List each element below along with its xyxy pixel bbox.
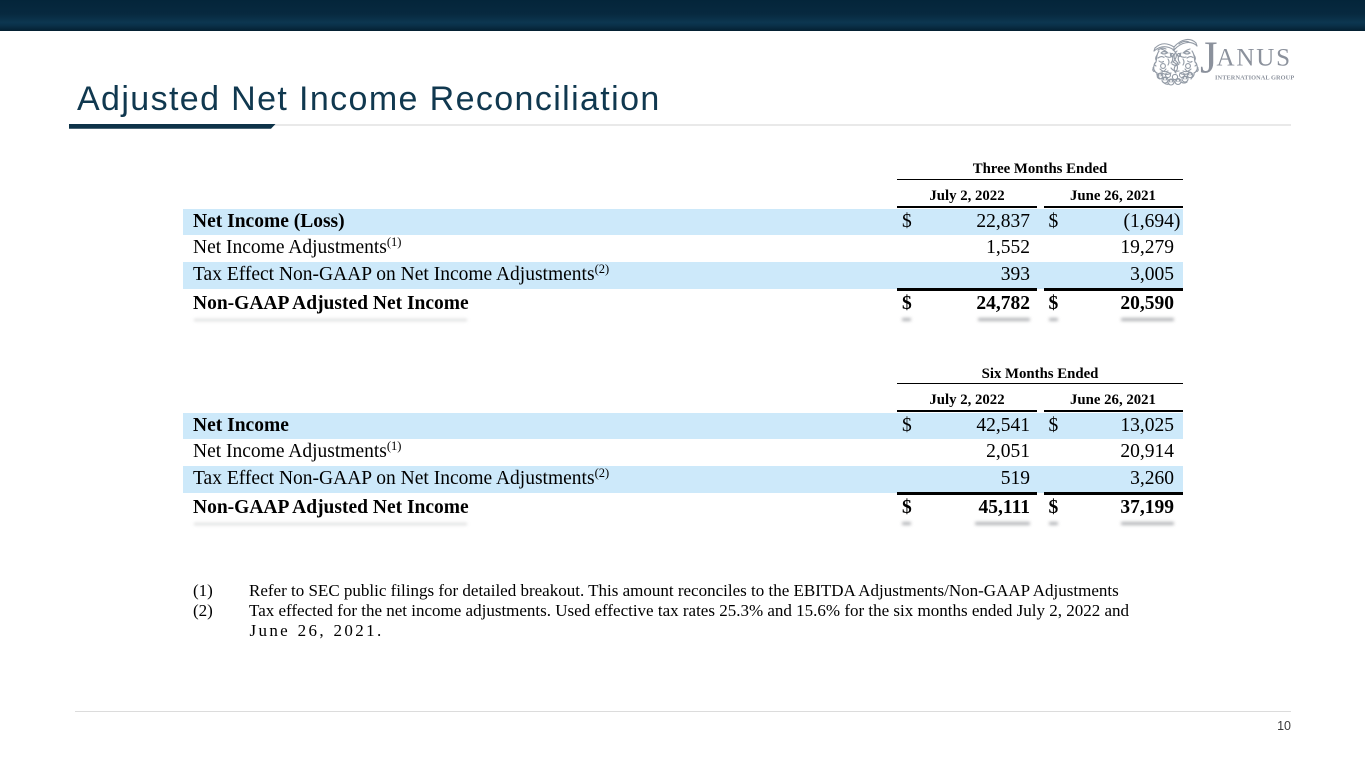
svg-text:J: J <box>1200 35 1218 82</box>
svg-text:INTERNATIONAL GROUP: INTERNATIONAL GROUP <box>1215 74 1294 81</box>
svg-text:ANUS: ANUS <box>1217 45 1292 72</box>
